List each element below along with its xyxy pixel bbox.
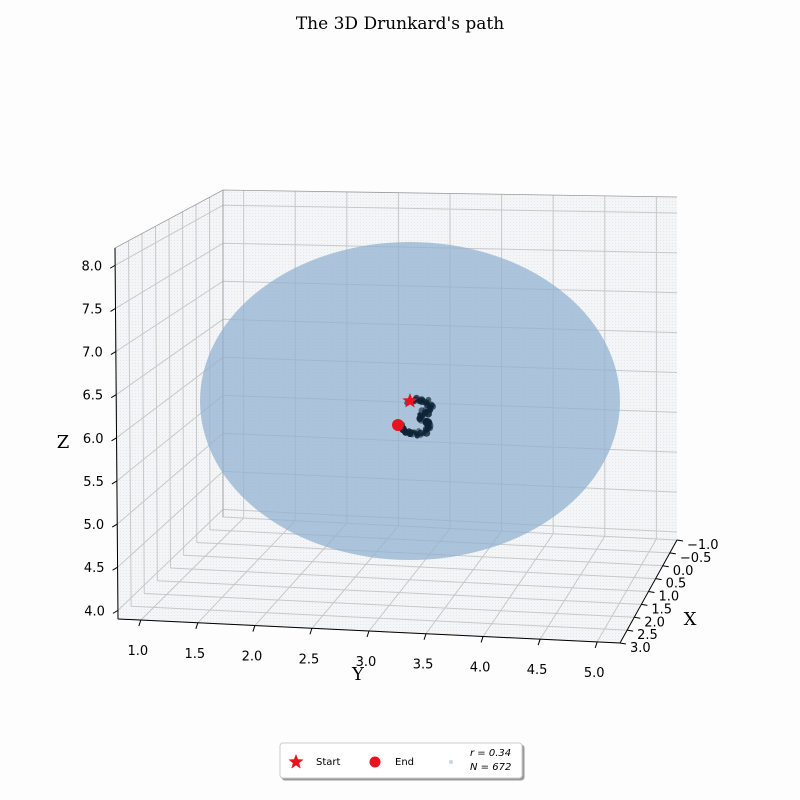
legend-end-label: End xyxy=(395,757,414,768)
y-tick-mark xyxy=(423,633,427,640)
z-tick-label: 7.0 xyxy=(82,346,103,361)
y-tick-label: 2.5 xyxy=(299,652,320,667)
y-tick-mark xyxy=(195,622,199,629)
x-grid-line xyxy=(209,197,670,554)
y-tick-label: 3.0 xyxy=(356,655,377,670)
z-tick-mark xyxy=(111,437,117,442)
floor xyxy=(118,517,677,643)
x-tick-label: 2.5 xyxy=(637,628,658,643)
y-tick-label: 2.0 xyxy=(242,650,263,665)
x-grid-line xyxy=(168,218,649,592)
z-tick-label: 5.0 xyxy=(84,518,105,533)
z-tick-label: 8.0 xyxy=(81,259,102,274)
x-tick-label: 3.0 xyxy=(630,641,651,656)
legend-start-label: Start xyxy=(316,757,341,768)
x-tick-mark xyxy=(648,591,655,593)
z-tick-mark xyxy=(111,523,118,528)
x-grid-line xyxy=(141,233,635,618)
x-grid-line xyxy=(195,204,663,567)
legend-radius-text: r = 0.34 xyxy=(470,748,511,759)
walk-point xyxy=(422,425,430,433)
x-grid-line xyxy=(182,211,656,580)
x-tick-mark xyxy=(627,629,634,632)
x-tick-mark xyxy=(662,565,669,568)
end-marker xyxy=(392,419,404,431)
x-axis-label: X xyxy=(684,609,697,630)
z-axis-line xyxy=(114,247,119,620)
x-tick-mark xyxy=(676,539,684,542)
z-tick-label: 6.0 xyxy=(83,432,104,447)
y-tick-label: 5.0 xyxy=(584,666,605,681)
x-tick-label: 1.5 xyxy=(651,602,672,617)
y-tick-mark xyxy=(537,639,541,646)
z-tick-label: 4.5 xyxy=(84,561,105,576)
y-tick-label: 4.0 xyxy=(470,660,491,675)
x-tick-mark xyxy=(641,603,648,606)
x-tick-label: 1.0 xyxy=(659,590,680,605)
z-axis-label: Z xyxy=(57,432,70,453)
z-tick-mark xyxy=(112,566,118,571)
z-tick-mark xyxy=(109,264,116,269)
x-grid-line xyxy=(155,226,642,605)
x-tick-mark xyxy=(634,616,641,619)
x-tick-label: 0.5 xyxy=(666,577,687,592)
x-tick-mark xyxy=(655,578,662,581)
x-tick-label: 2.0 xyxy=(644,615,665,630)
x-tick-label: −1.0 xyxy=(687,538,719,553)
legend-end-icon xyxy=(369,756,381,768)
y-tick-mark xyxy=(309,628,313,635)
y-tick-label: 4.5 xyxy=(527,663,548,678)
legend-start-icon xyxy=(288,754,304,769)
y-tick-mark xyxy=(480,636,484,643)
legend-box xyxy=(279,742,523,779)
z-tick-label: 5.5 xyxy=(83,475,104,490)
legend: Start End r = 0.34 N = 672 xyxy=(279,742,523,779)
x-tick-label: −0.5 xyxy=(680,551,712,566)
legend-count-text: N = 672 xyxy=(470,762,511,773)
start-marker xyxy=(402,393,418,408)
z-tick-mark xyxy=(110,307,116,312)
y-tick-mark xyxy=(138,619,142,627)
y-tick-label: 3.5 xyxy=(413,658,434,673)
z-tick-label: 6.5 xyxy=(82,389,103,404)
z-tick-mark xyxy=(111,480,118,485)
y-axis-label: Y xyxy=(351,664,365,685)
z-tick-mark xyxy=(112,609,119,614)
z-tick-mark xyxy=(110,351,117,355)
z-tick-label: 7.5 xyxy=(82,302,103,317)
z-tick-mark xyxy=(110,394,117,399)
y-tick-label: 1.0 xyxy=(127,644,148,659)
x-tick-mark xyxy=(619,642,627,645)
axis-ticks: 4.04.55.05.56.06.57.07.58.01.0 1.5 2.0 2.5 3… xyxy=(81,259,718,681)
y-tick-mark xyxy=(366,630,370,638)
x-tick-label: 0.0 xyxy=(673,564,694,579)
z-tick-label: 4.0 xyxy=(84,604,105,619)
y-tick-mark xyxy=(252,625,256,632)
x-grid-line xyxy=(128,240,628,631)
legend-path-icon xyxy=(449,760,453,764)
walk-path xyxy=(395,394,436,439)
chart-title: The 3D Drunkard's path xyxy=(296,14,504,34)
walk-point xyxy=(414,433,420,439)
y-tick-label: 1.5 xyxy=(185,647,206,662)
x-tick-mark xyxy=(669,552,676,555)
y-tick-mark xyxy=(594,641,598,649)
